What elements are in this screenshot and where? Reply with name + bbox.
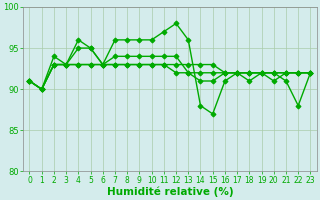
X-axis label: Humidité relative (%): Humidité relative (%) [107,186,233,197]
